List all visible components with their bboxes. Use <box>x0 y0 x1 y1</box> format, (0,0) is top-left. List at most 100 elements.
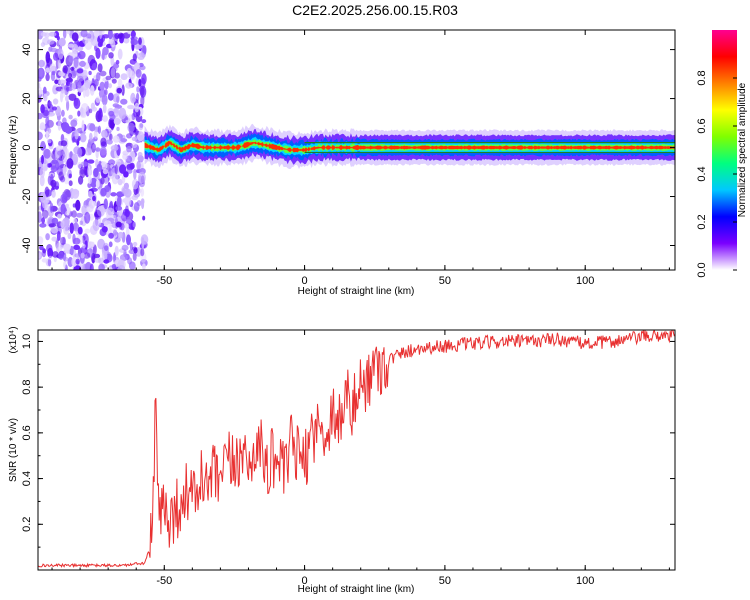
snr-x-tick-label: 50 <box>439 575 451 587</box>
spectrogram-noise-blob <box>74 253 82 258</box>
spectrogram-noise-blob <box>70 66 75 71</box>
spectrogram-noise-blob <box>142 263 146 270</box>
spectrogram-noise-blob <box>100 137 107 147</box>
spectrogram-noise-blob <box>126 234 131 246</box>
spectrogram-noise-blob <box>120 73 128 81</box>
spectrogram-noise-blob <box>113 118 121 125</box>
spectrogram-noise-blob <box>127 122 135 133</box>
spectrogram-noise-blob <box>133 202 140 212</box>
spectrogram-noise-blob <box>93 253 101 259</box>
spectrogram-noise-blob <box>49 63 56 73</box>
spectrogram-noise-blob <box>98 109 103 122</box>
spectrogram-noise-blob <box>121 174 126 184</box>
spectrogram-noise-blob <box>138 52 145 57</box>
spectrogram-noise-blob <box>66 81 71 87</box>
spectrogram-noise-blob <box>73 56 79 69</box>
spectrogram-x-axis-label: Height of straight line (km) <box>298 286 415 297</box>
spectrogram-noise-blob <box>78 50 86 60</box>
spectrogram-noise-blob <box>54 185 59 190</box>
spectrogram-y-ticks: -40 -20 0 20 40 <box>21 43 675 253</box>
spectrogram-noise-blob <box>65 86 73 92</box>
spectrogram-noise-blob <box>38 131 43 141</box>
spectrogram-noise-blob <box>82 243 86 249</box>
spectrogram-noise-blob <box>102 46 109 56</box>
spectrogram-noise-blob <box>63 260 67 269</box>
spectrogram-noise-blob <box>73 146 81 155</box>
spectrogram-noise-blob <box>137 155 144 163</box>
spectrogram-noise-blob <box>84 228 91 234</box>
spectrogram-noise-blob <box>38 86 42 96</box>
spectrogram-noise-blob <box>130 92 136 104</box>
spectrogram-y-tick-label: -40 <box>21 238 33 254</box>
spectrogram-noise-blob <box>89 85 95 96</box>
spectrogram-noise-blob <box>98 263 105 270</box>
spectrogram-noise-blob <box>103 198 109 210</box>
spectrogram-noise-blob <box>57 213 62 219</box>
snr-y-tick-label: 0.6 <box>21 425 33 440</box>
spectrogram-noise-blob <box>115 221 122 228</box>
spectrogram-noise-blob <box>99 30 103 40</box>
spectrogram-noise-blob <box>60 236 66 246</box>
snr-y-multiplier: (x10⁴) <box>8 326 19 353</box>
spectrogram-noise-blob <box>115 59 120 65</box>
spectrogram-noise-blob <box>93 244 97 255</box>
spectrogram-noise-blob <box>86 206 91 212</box>
spectrogram-y-tick-label: 0 <box>21 144 33 150</box>
colorbar-tick-label: 0.4 <box>696 166 708 181</box>
spectrogram-noise-blob <box>76 68 84 74</box>
spectrogram-noise-blob <box>119 164 127 174</box>
spectrogram-noise-blob <box>39 68 43 77</box>
spectrogram-noise-blob <box>56 36 60 41</box>
spectrogram-noise-blob <box>40 104 45 114</box>
spectrogram-noise-blob <box>56 230 61 242</box>
spectrogram-noise-blob <box>47 138 52 144</box>
spectrogram-noise-blob <box>88 151 92 156</box>
spectrogram-noise-blob <box>71 43 79 55</box>
spectrogram-noise-blob <box>75 199 81 211</box>
spectrogram-noise-blob <box>73 97 81 110</box>
spectrogram-y-tick-label: 40 <box>21 43 33 55</box>
spectrogram-noise-blob <box>84 211 91 224</box>
spectrogram-noise-blob <box>136 131 145 142</box>
spectrogram-noise-blob <box>58 37 66 47</box>
spectrogram-noise-blob <box>40 42 46 47</box>
spectrogram-noise-blob <box>117 34 123 39</box>
spectrogram-x-tick-label: 0 <box>302 275 308 287</box>
spectrogram-noise-blob <box>110 67 116 79</box>
spectrogram-noise-blob <box>41 209 49 219</box>
spectrogram-noise-blob <box>103 259 110 264</box>
snr-panel: -50 0 50 100 0.2 0.4 0.6 0.8 1.0 Height of stra… <box>8 326 676 595</box>
colorbar: 0.0 0.2 0.4 0.6 0.8 Normalized spectral ampl… <box>696 30 748 278</box>
spectrogram-noise-blob <box>68 114 73 120</box>
snr-y-tick-label: 0.2 <box>21 517 33 532</box>
spectrogram-noise-blob <box>94 78 99 87</box>
spectrogram-noise-blob <box>40 140 46 148</box>
spectrogram-noise-blob <box>93 129 98 140</box>
spectrogram-noise-blob <box>128 261 136 270</box>
spectrogram-noise-blob <box>78 175 84 185</box>
spectrogram-noise-blob <box>121 84 125 96</box>
spectrogram-noise-blob <box>72 233 76 245</box>
spectrogram-noise-blob <box>58 79 66 85</box>
spectrogram-noise-blob <box>142 215 146 221</box>
spectrogram-noise-blob <box>70 119 78 127</box>
spectrogram-noise-blob <box>128 114 133 123</box>
spectrogram-noise-blob <box>109 200 113 208</box>
spectrogram-noise-blob <box>135 44 143 50</box>
spectrogram-noise-blob <box>45 51 51 64</box>
spectrogram-noise-blob <box>67 232 72 240</box>
spectrogram-noise-blob <box>87 159 95 164</box>
spectrogram-noise-blob <box>121 211 128 222</box>
spectrogram-noise-blob <box>97 41 103 48</box>
spectrogram-noise-blob <box>102 168 109 175</box>
spectrogram-noise-blob <box>91 63 97 71</box>
spectrogram-noise-blob <box>89 123 96 132</box>
spectrogram-noise-blob <box>114 72 120 79</box>
spectrogram-noise-blob <box>75 258 80 265</box>
spectrogram-noise-blob <box>136 86 140 93</box>
spectrogram-noise-blob <box>101 225 108 233</box>
spectrogram-noise-blob <box>130 39 139 46</box>
spectrogram-noise-blob <box>48 255 53 260</box>
spectrogram-noise-blob <box>122 150 129 156</box>
spectrogram-noise-blob <box>39 223 47 228</box>
